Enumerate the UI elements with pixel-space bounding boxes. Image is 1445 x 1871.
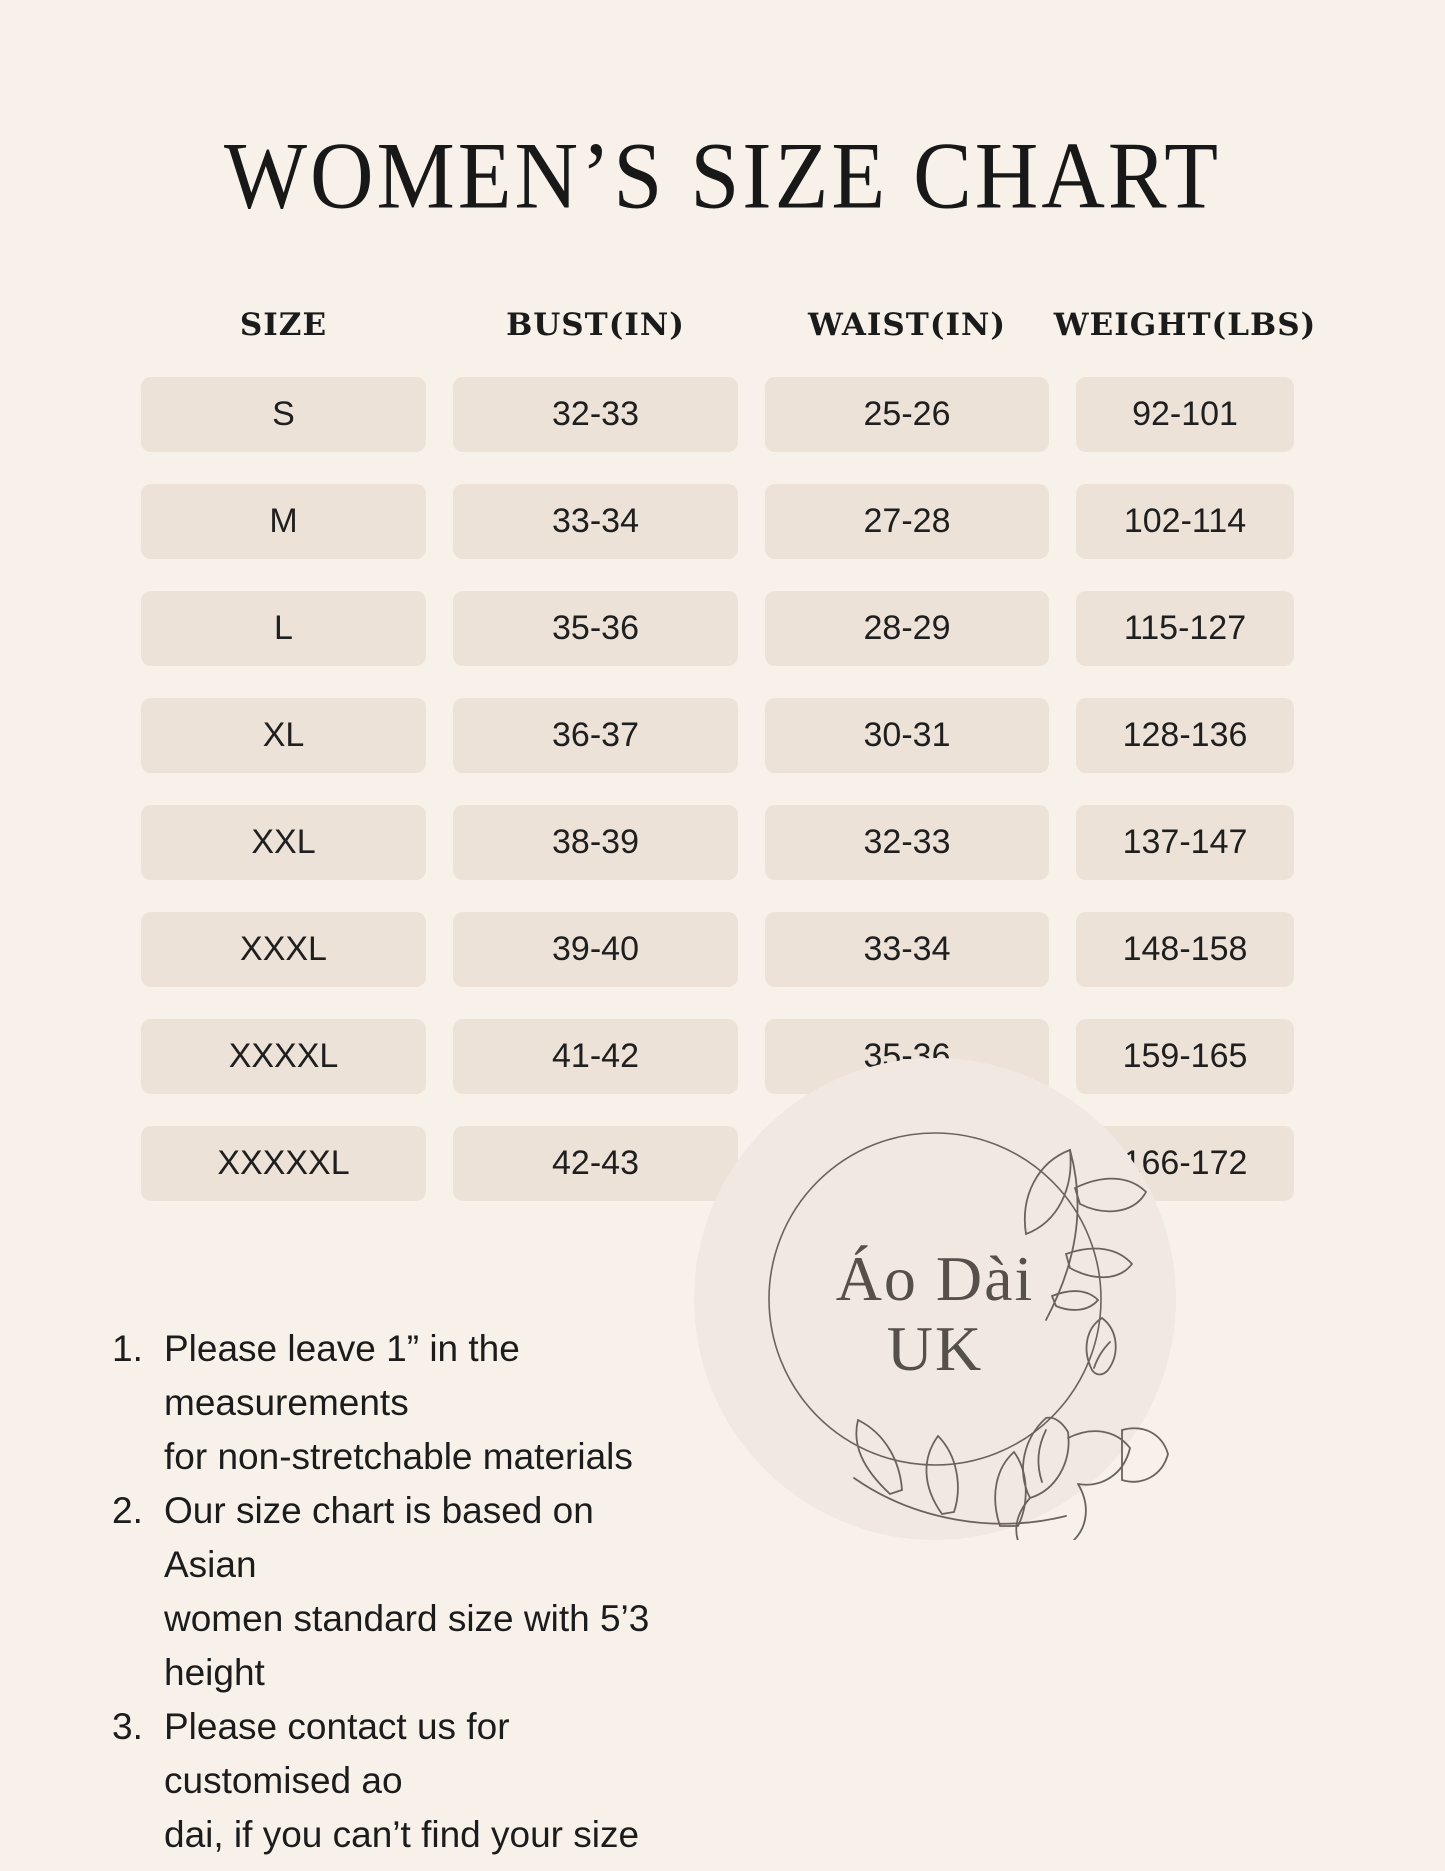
cell-size: XXXL xyxy=(141,912,426,987)
cell-waist: 30-31 xyxy=(765,698,1049,773)
cell-size: S xyxy=(141,377,426,452)
note-number: 1. xyxy=(112,1328,143,1369)
brand-logo: Áo Dài UK xyxy=(694,1058,1176,1540)
logo-name-line1: Áo Dài xyxy=(835,1243,1035,1314)
cell-weight: 92-101 xyxy=(1076,377,1294,452)
cell-waist: 25-26 xyxy=(765,377,1049,452)
note-text: Please contact us for customised ao dai,… xyxy=(164,1700,692,1862)
cell-waist: 28-29 xyxy=(765,591,1049,666)
cell-size: L xyxy=(141,591,426,666)
cell-bust: 38-39 xyxy=(453,805,738,880)
cell-waist: 33-34 xyxy=(765,912,1049,987)
cell-weight: 128-136 xyxy=(1076,698,1294,773)
logo-name-line2: UK xyxy=(886,1313,984,1384)
column-header-weight: WEIGHT(LBS) xyxy=(1053,307,1317,343)
cell-waist: 27-28 xyxy=(765,484,1049,559)
note-line: for non-stretchable materials xyxy=(164,1436,633,1477)
note-text: Our size chart is based on Asian women s… xyxy=(164,1484,692,1700)
logo-wordmark: Áo Dài UK xyxy=(694,1244,1176,1384)
floral-line-art-icon xyxy=(768,1132,1169,1540)
cell-weight: 115-127 xyxy=(1076,591,1294,666)
notes-list: 1. Please leave 1” in the measurements f… xyxy=(112,1322,692,1862)
cell-bust: 32-33 xyxy=(453,377,738,452)
cell-weight: 102-114 xyxy=(1076,484,1294,559)
cell-bust: 33-34 xyxy=(453,484,738,559)
column-header-size: SIZE xyxy=(239,307,328,343)
cell-bust: 39-40 xyxy=(453,912,738,987)
cell-weight: 159-165 xyxy=(1076,1019,1294,1094)
note-number: 3. xyxy=(112,1706,143,1747)
note-line: women standard size with 5’3 height xyxy=(164,1598,650,1693)
note-line: Our size chart is based on Asian xyxy=(164,1490,594,1585)
cell-waist: 32-33 xyxy=(765,805,1049,880)
cell-weight: 148-158 xyxy=(1076,912,1294,987)
cell-bust: 36-37 xyxy=(453,698,738,773)
cell-bust: 42-43 xyxy=(453,1126,738,1201)
cell-size: XXL xyxy=(141,805,426,880)
size-table: SIZE BUST(IN) WAIST(IN) WEIGHT(LBS) S 32… xyxy=(141,305,1317,1201)
note-item-3: 3. Please contact us for customised ao d… xyxy=(112,1700,692,1862)
cell-bust: 41-42 xyxy=(453,1019,738,1094)
cell-size: XXXXXL xyxy=(141,1126,426,1201)
note-line: Please leave 1” in the measurements xyxy=(164,1328,520,1423)
note-line: Please contact us for customised ao xyxy=(164,1706,510,1801)
cell-size: M xyxy=(141,484,426,559)
cell-bust: 35-36 xyxy=(453,591,738,666)
cell-weight: 137-147 xyxy=(1076,805,1294,880)
note-item-2: 2. Our size chart is based on Asian wome… xyxy=(112,1484,692,1700)
note-item-1: 1. Please leave 1” in the measurements f… xyxy=(112,1322,692,1484)
page-title: WOMEN’S SIZE CHART xyxy=(223,124,1222,229)
cell-size: XL xyxy=(141,698,426,773)
column-header-bust: BUST(IN) xyxy=(506,307,685,343)
column-header-waist: WAIST(IN) xyxy=(807,307,1006,343)
note-text: Please leave 1” in the measurements for … xyxy=(164,1322,692,1484)
note-line: dai, if you can’t find your size xyxy=(164,1814,640,1855)
cell-size: XXXXL xyxy=(141,1019,426,1094)
note-number: 2. xyxy=(112,1490,143,1531)
